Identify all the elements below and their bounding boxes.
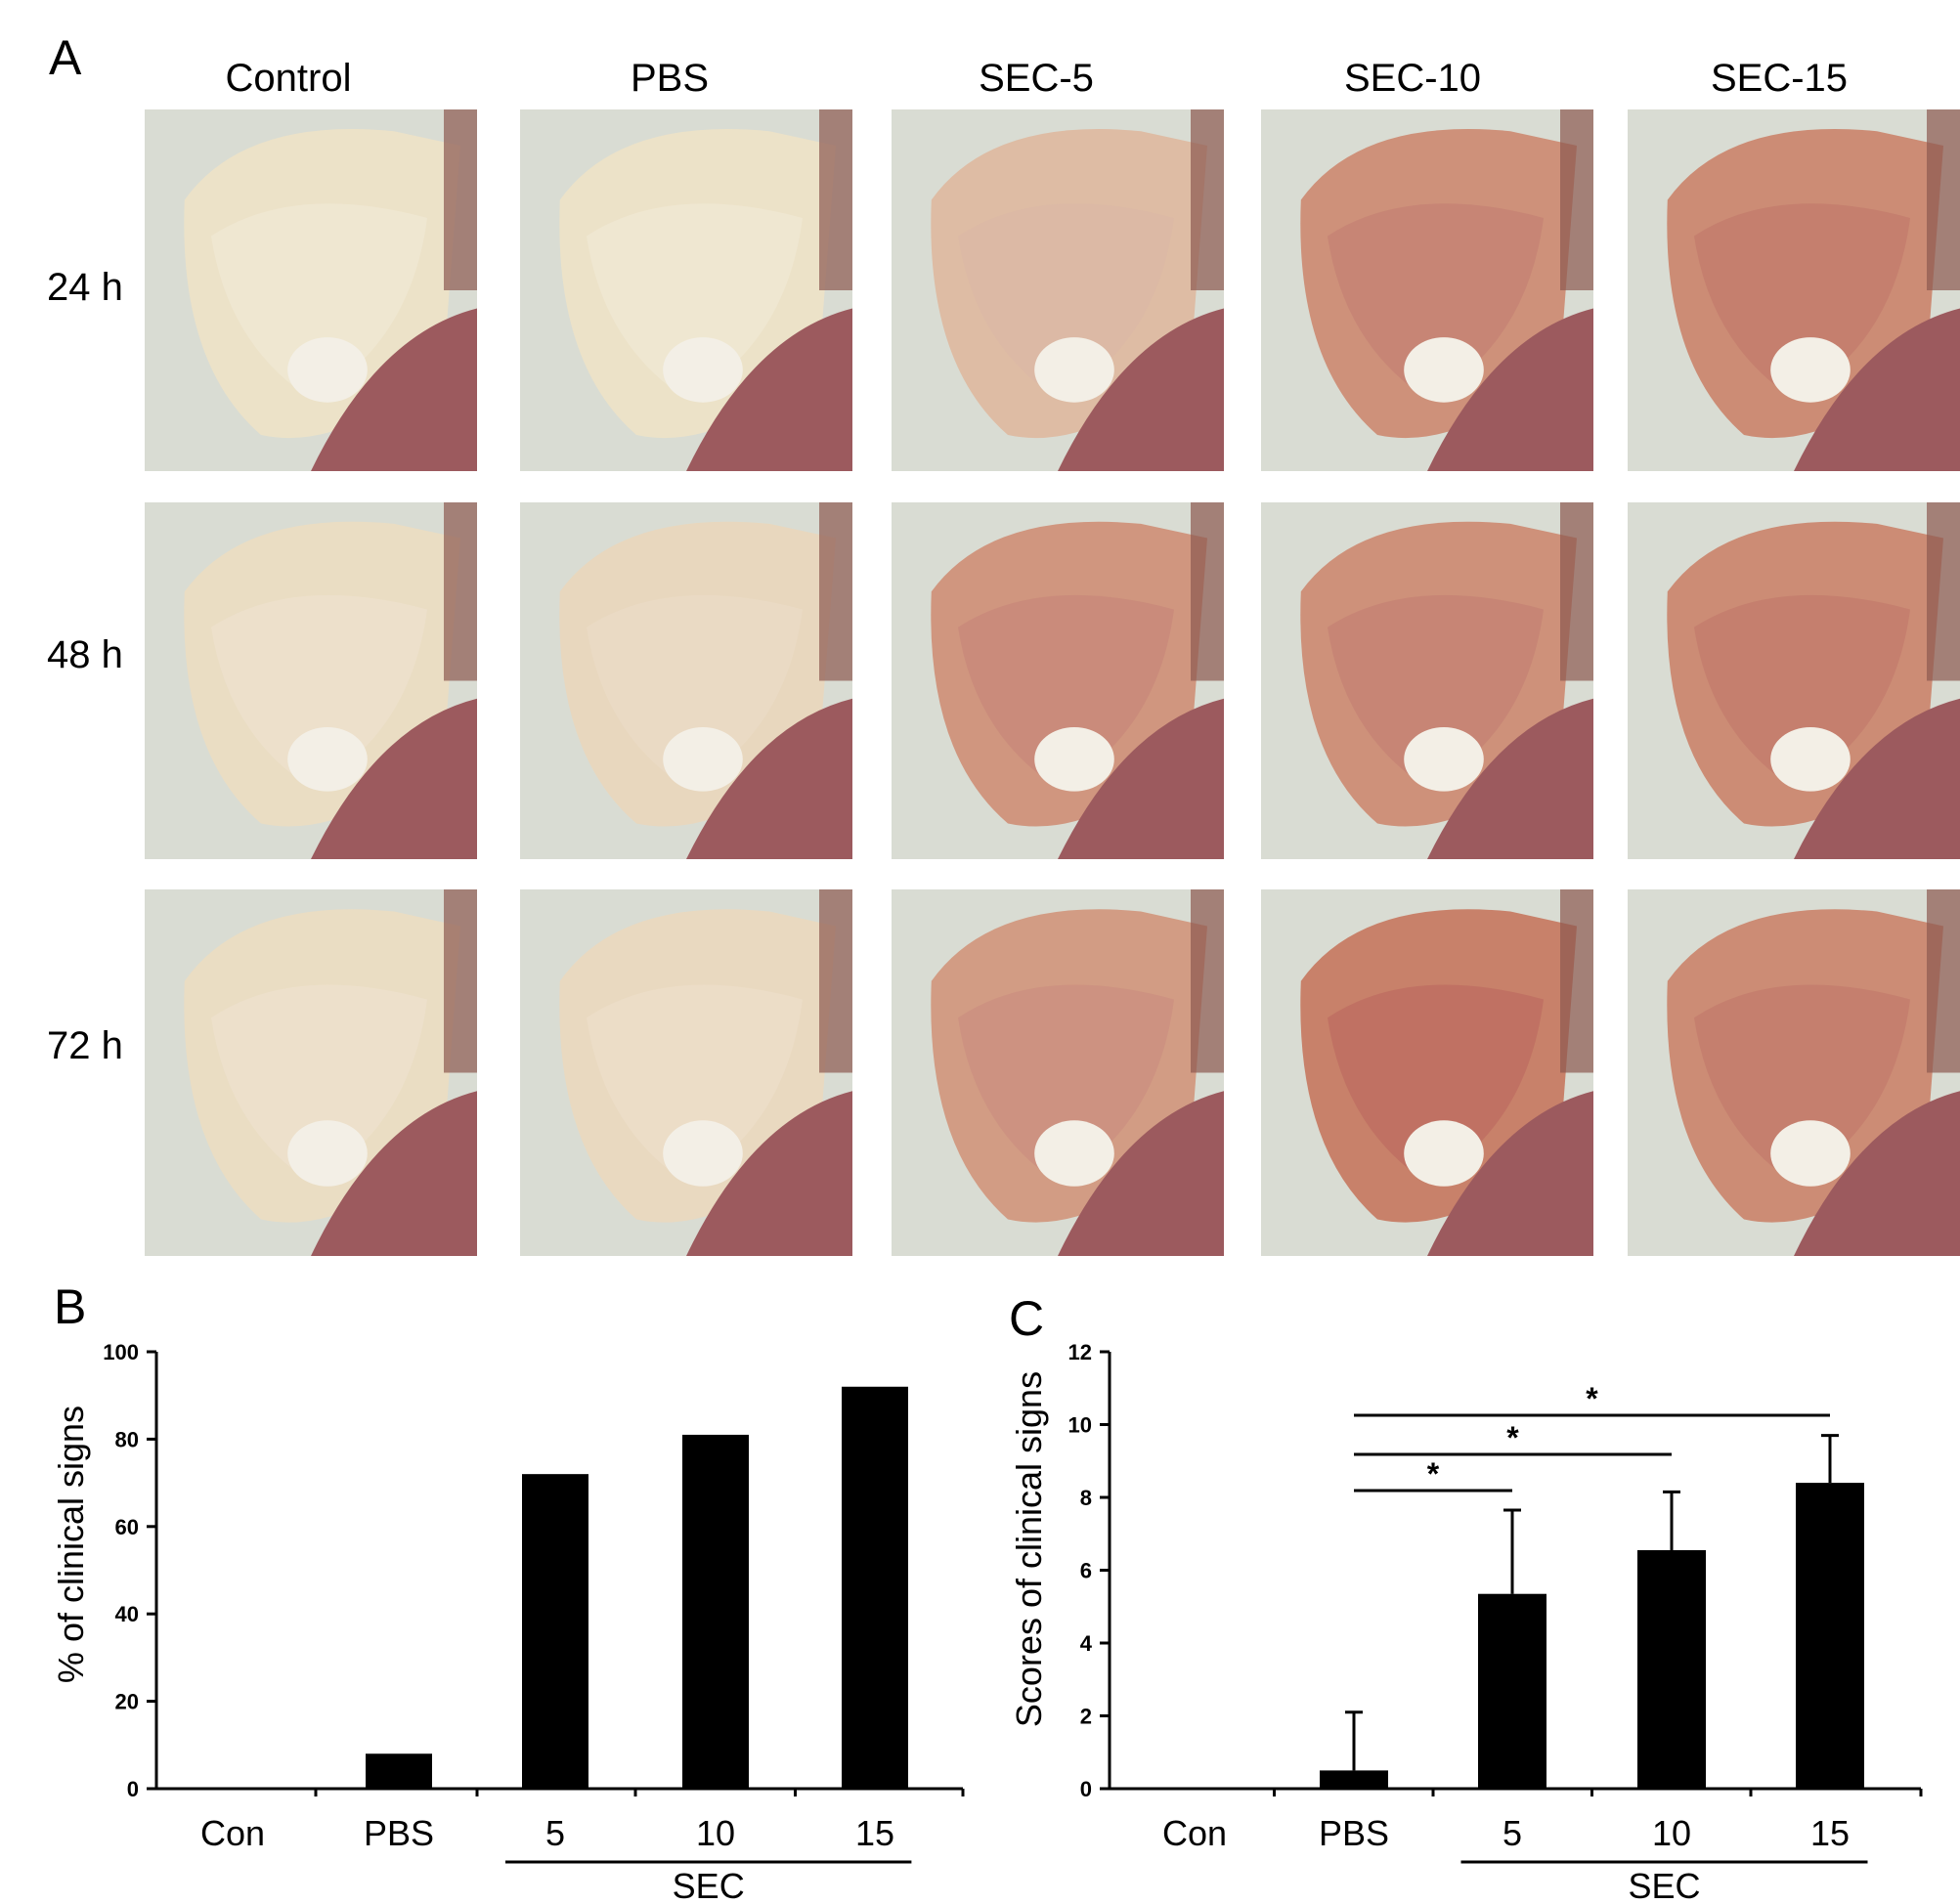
photo-sec15-24h [1628, 109, 1960, 471]
chart-c-ytick-label-6: 12 [1068, 1340, 1092, 1364]
photo-sec5-72h [892, 889, 1224, 1256]
chart-c-ytick-label-3: 6 [1080, 1559, 1092, 1583]
row-label-24h: 24 h [47, 266, 123, 309]
chart-c-xtick-label-1: PBS [1319, 1813, 1389, 1853]
photo-sec15-72h [1628, 889, 1960, 1256]
row-label-72h: 72 h [47, 1024, 123, 1067]
chart-c-ytick-label-5: 10 [1068, 1413, 1092, 1438]
chart-c: Scores of clinical signs 0 2 4 6 8 10 12 Con PBS… [1009, 1340, 1923, 1904]
photo-control-48h [145, 502, 477, 859]
photo-sec10-48h [1261, 502, 1593, 859]
chart-b-xtick-label-2: 5 [545, 1813, 565, 1853]
chart-b-group-label: SEC [673, 1866, 745, 1904]
row-label-48h: 48 h [47, 633, 123, 676]
column-label-sec5: SEC-5 [979, 57, 1094, 100]
photo-sec10-72h [1261, 889, 1593, 1256]
chart-b-ytick-label-4: 80 [115, 1427, 139, 1451]
chart-c-bar-4 [1796, 1483, 1864, 1789]
chart-b: % of clinical signs 0 20 40 60 80 100 Con PBS 5 1… [51, 1340, 965, 1904]
panel-c-letter: C [1009, 1291, 1045, 1346]
photo-sec10-24h [1261, 109, 1593, 471]
chart-c-ytick-label-0: 0 [1080, 1777, 1092, 1801]
chart-c-ytick-label-4: 8 [1080, 1486, 1092, 1510]
chart-b-xtick-label-1: PBS [364, 1813, 434, 1853]
chart-b-bar-4 [842, 1386, 908, 1789]
photo-pbs-48h [520, 502, 852, 859]
chart-b-xtick-label-3: 10 [696, 1813, 735, 1853]
chart-c-group-label: SEC [1628, 1866, 1700, 1904]
chart-b-ylabel: % of clinical signs [51, 1406, 91, 1683]
chart-c-bar-3 [1637, 1550, 1706, 1789]
panel-b-letter: B [54, 1279, 87, 1334]
chart-b-ytick-label-3: 60 [115, 1515, 139, 1539]
chart-b-bar-3 [682, 1434, 749, 1789]
column-label-sec10: SEC-10 [1343, 57, 1482, 100]
photo-control-72h [145, 889, 477, 1256]
chart-c-xtick-label-2: 5 [1503, 1813, 1522, 1853]
chart-c-sig-star-1: * [1506, 1420, 1519, 1455]
column-label-sec15: SEC-15 [1710, 57, 1849, 100]
chart-c-bar-2 [1478, 1593, 1546, 1789]
chart-b-ytick-label-1: 20 [115, 1690, 139, 1714]
chart-b-xtick-label-0: Con [200, 1813, 265, 1853]
chart-b-ytick-label-0: 0 [127, 1777, 139, 1801]
chart-b-bar-2 [522, 1474, 588, 1789]
panel-a-letter: A [49, 30, 82, 85]
photo-sec5-24h [892, 109, 1224, 471]
column-label-control: Control [225, 57, 352, 100]
photo-sec15-48h [1628, 502, 1960, 859]
chart-b-xtick-label-4: 15 [855, 1813, 894, 1853]
chart-c-ytick-label-1: 2 [1080, 1705, 1092, 1729]
photo-pbs-24h [520, 109, 852, 471]
chart-c-sig-star-2: * [1586, 1381, 1598, 1416]
photo-sec5-48h [892, 502, 1224, 859]
column-label-pbs: PBS [630, 57, 710, 100]
photo-pbs-72h [520, 889, 852, 1256]
chart-c-xtick-label-3: 10 [1652, 1813, 1691, 1853]
chart-c-bar-1 [1320, 1770, 1388, 1789]
chart-b-ytick-label-5: 100 [103, 1340, 139, 1364]
photo-control-24h [145, 109, 477, 471]
chart-c-sig-star-0: * [1427, 1456, 1440, 1492]
chart-b-ytick-label-2: 40 [115, 1602, 139, 1626]
chart-c-xtick-label-0: Con [1162, 1813, 1227, 1853]
chart-c-xtick-label-4: 15 [1810, 1813, 1850, 1853]
chart-b-bar-1 [366, 1753, 432, 1789]
chart-c-ylabel: Scores of clinical signs [1009, 1371, 1049, 1727]
chart-c-ytick-label-2: 4 [1080, 1631, 1093, 1656]
